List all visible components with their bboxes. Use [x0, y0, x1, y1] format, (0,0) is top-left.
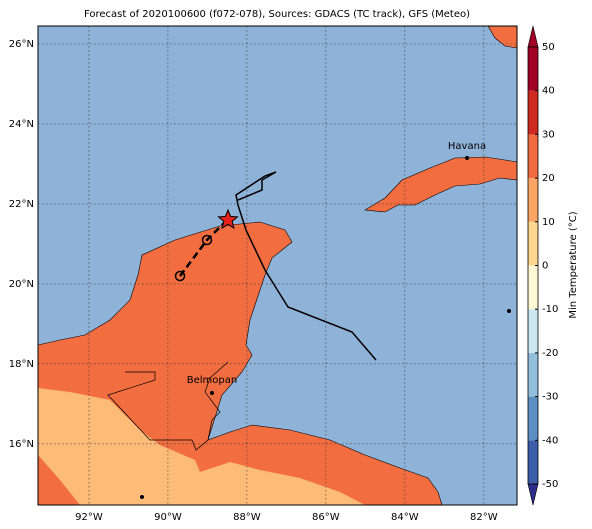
colorbar-bin: [528, 134, 538, 179]
map-frame: [37, 25, 518, 506]
city-label: Havana: [448, 141, 486, 152]
map-title: Forecast of 2020100600 (f072-078), Sourc…: [84, 9, 470, 20]
lon-label: 92°W: [75, 512, 103, 523]
colorbar-bin: [528, 265, 538, 310]
lon-label: 84°W: [391, 512, 419, 523]
lon-label: 86°W: [312, 512, 340, 523]
graticule: 92°W 90°W 88°W 86°W 84°W 82°W 16°N 18°N 20°N 22°N…: [9, 26, 517, 523]
colorbar-tick-label: 30: [542, 129, 555, 140]
track-point: [174, 270, 186, 282]
lon-label: 82°W: [470, 512, 498, 523]
map-area: Havana Belmopan: [37, 25, 518, 506]
colorbar-tick-label: -30: [542, 392, 558, 403]
colorbar-extend: [527, 483, 539, 506]
lat-label: 22°N: [9, 199, 34, 210]
border: [107, 361, 229, 451]
lat-label: 16°N: [9, 439, 34, 450]
lat-label: 18°N: [9, 359, 34, 370]
city-dot: [210, 391, 214, 395]
colorbar-bin: [528, 90, 538, 135]
colorbar-tick-label: 0: [542, 261, 548, 272]
colorbar-extend: [527, 25, 539, 48]
colorbar-tick-label: 10: [542, 217, 555, 228]
city-dot: [507, 309, 511, 313]
lat-label: 24°N: [9, 119, 34, 130]
colorbar-bin: [528, 309, 538, 353]
colorbar-tick-label: 40: [542, 86, 555, 97]
colorbar-bin: [528, 352, 538, 397]
colorbar-label: Min Temperature (°C): [568, 211, 579, 318]
lat-label: 26°N: [9, 39, 34, 50]
colorbar-tick-label: 50: [542, 42, 555, 53]
city-dot: [465, 156, 469, 160]
lat-label: 20°N: [9, 279, 34, 290]
tc-track: [235, 171, 377, 361]
colorbar-tick-label: -20: [542, 348, 558, 359]
colorbar-bin: [528, 440, 538, 484]
colorbar-tick-label: -50: [542, 479, 558, 490]
colorbar: -50 -40 -30 -20 -10 0 10 20 30 40 50: [527, 25, 558, 506]
colorbar-tick-label: -10: [542, 304, 558, 315]
track-point: [201, 234, 213, 246]
current-position: [217, 208, 239, 230]
colorbar-bin: [528, 221, 538, 266]
forecast-track: [179, 218, 229, 277]
colorbar-bin: [528, 47, 538, 91]
city-label: Belmopan: [187, 375, 237, 386]
land-highlands: [38, 388, 365, 505]
lon-label: 88°W: [233, 512, 261, 523]
colorbar-bin: [528, 178, 538, 222]
city-dot: [140, 495, 144, 499]
colorbar-bin: [528, 396, 538, 441]
lon-label: 90°W: [154, 512, 182, 523]
colorbar-tick-label: -40: [542, 435, 558, 446]
colorbar-tick-label: 20: [542, 173, 555, 184]
